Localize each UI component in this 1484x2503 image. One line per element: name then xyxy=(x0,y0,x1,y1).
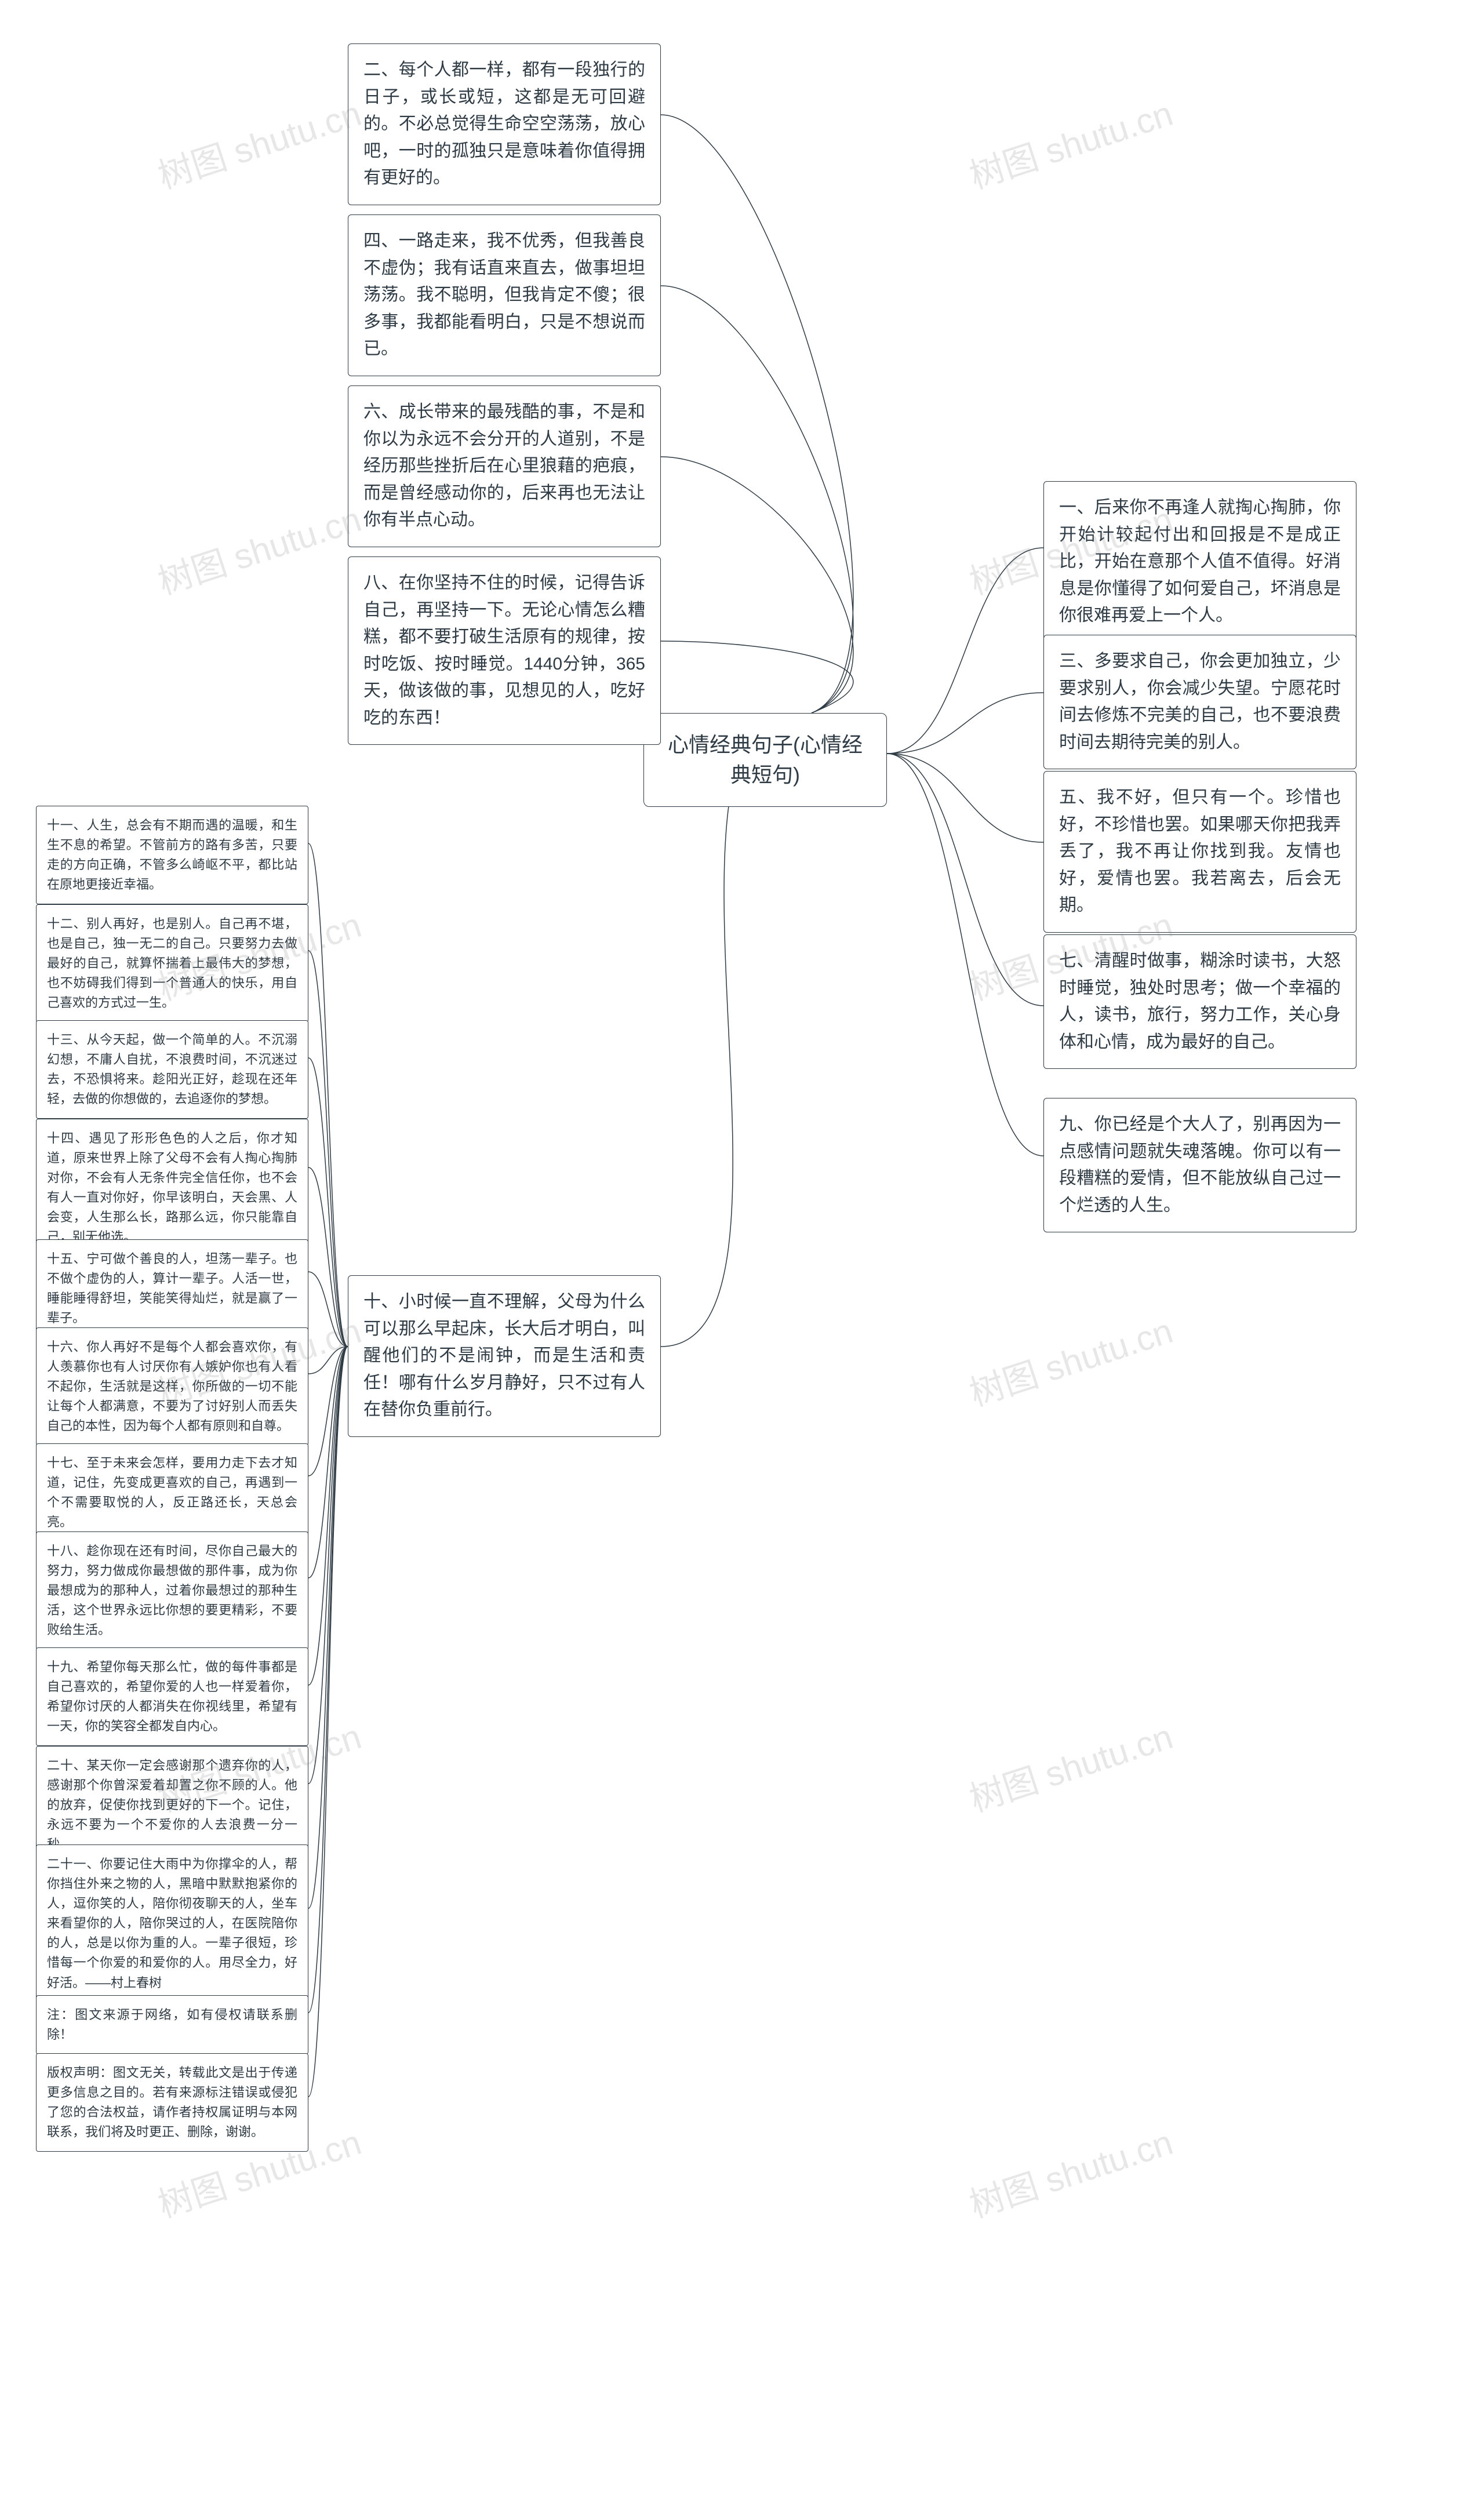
leaf-l17: 十七、至于未来会怎样，要用力走下去才知道，记住，先变成更喜欢的自己，再遇到一个不… xyxy=(36,1443,308,1542)
branch-r9: 九、你已经是个大人了，别再因为一点感情问题就失魂落魄。你可以有一段糟糕的爱情，但… xyxy=(1043,1098,1356,1232)
watermark-text: 树图 shutu.cn xyxy=(151,86,367,199)
branch-t4: 四、一路走来，我不优秀，但我善良不虚伪；我有话直来直去，做事坦坦荡荡。我不聪明，… xyxy=(348,214,661,376)
leaf-l16: 十六、你人再好不是每个人都会喜欢你，有人羡慕你也有人讨厌你有人嫉妒你也有人看不起… xyxy=(36,1327,308,1446)
branch-b10: 十、小时候一直不理解，父母为什么可以那么早起床，长大后才明白，叫醒他们的不是闹钟… xyxy=(348,1275,661,1437)
leaf-l12: 十二、别人再好，也是别人。自己再不堪，也是自己，独一无二的自己。只要努力去做最好… xyxy=(36,904,308,1023)
watermark-text: 树图 shutu.cn xyxy=(962,1709,1179,1822)
watermark-text: 树图 shutu.cn xyxy=(962,2115,1179,2228)
leaf-lnote: 注：图文来源于网络，如有侵权请联系删除！ xyxy=(36,1995,308,2054)
branch-t8: 八、在你坚持不住的时候，记得告诉自己，再坚持一下。无论心情怎么糟糕，都不要打破生… xyxy=(348,556,661,745)
leaf-lcopy: 版权声明：图文无关，转载此文是出于传递更多信息之目的。若有来源标注错误或侵犯了您… xyxy=(36,2053,308,2152)
branch-r3: 三、多要求自己，你会更加独立，少要求别人，你会减少失望。宁愿花时间去修炼不完美的… xyxy=(1043,635,1356,769)
branch-t2: 二、每个人都一样，都有一段独行的日子，或长或短，这都是无可回避的。不必总觉得生命… xyxy=(348,43,661,205)
branch-r1: 一、后来你不再逢人就掏心掏肺，你开始计较起付出和回报是不是成正比，开始在意那个人… xyxy=(1043,481,1356,643)
leaf-l21: 二十一、你要记住大雨中为你撑伞的人，帮你挡住外来之物的人，黑暗中默默抱紧你的人，… xyxy=(36,1844,308,2003)
center-node: 心情经典句子(心情经典短句) xyxy=(643,713,887,807)
leaf-l15: 十五、宁可做个善良的人，坦荡一辈子。也不做个虚伪的人，算计一辈子。人活一世，睡能… xyxy=(36,1239,308,1338)
branch-r5: 五、我不好，但只有一个。珍惜也好，不珍惜也罢。如果哪天你把我弄丢了，我不再让你找… xyxy=(1043,771,1356,933)
leaf-l18: 十八、趁你现在还有时间，尽你自己最大的努力，努力做成你最想做的那件事，成为你最想… xyxy=(36,1531,308,1650)
leaf-l11: 十一、人生，总会有不期而遇的温暖，和生生不息的希望。不管前方的路有多苦，只要走的… xyxy=(36,806,308,904)
watermark-text: 树图 shutu.cn xyxy=(962,86,1179,199)
leaf-l19: 十九、希望你每天那么忙，做的每件事都是自己喜欢的，希望你爱的人也一样爱着你，希望… xyxy=(36,1647,308,1746)
branch-r7: 七、清醒时做事，糊涂时读书，大怒时睡觉，独处时思考；做一个幸福的人，读书，旅行，… xyxy=(1043,934,1356,1069)
watermark-text: 树图 shutu.cn xyxy=(151,492,367,605)
watermark-text: 树图 shutu.cn xyxy=(962,1303,1179,1416)
leaf-l14: 十四、遇见了形形色色的人之后，你才知道，原来世界上除了父母不会有人掏心掏肺对你，… xyxy=(36,1119,308,1257)
branch-t6: 六、成长带来的最残酷的事，不是和你以为永远不会分开的人道别，不是经历那些挫折后在… xyxy=(348,385,661,547)
leaf-l13: 十三、从今天起，做一个简单的人。不沉溺幻想，不庸人自扰，不浪费时间，不沉迷过去，… xyxy=(36,1020,308,1119)
